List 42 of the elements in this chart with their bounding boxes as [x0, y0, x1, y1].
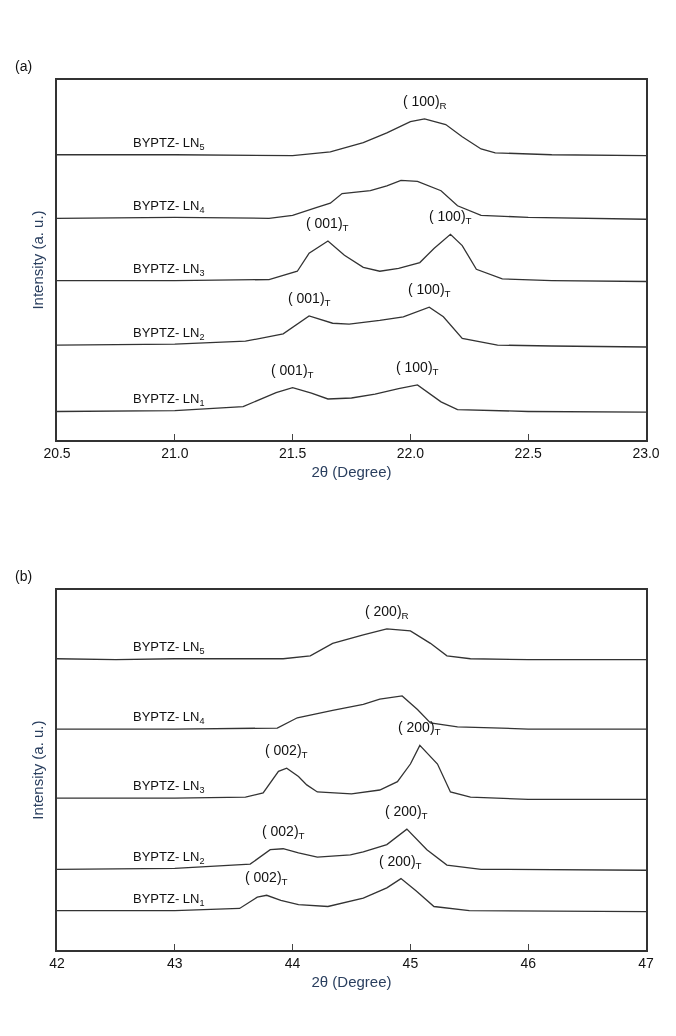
- series-label: BYPTZ- LN$_{2}$: [133, 849, 205, 866]
- x-tick-label: 21.5: [278, 445, 307, 462]
- annotation: ( 200)$_{T}$: [398, 719, 441, 737]
- x-tick-label: 23.0: [632, 445, 660, 462]
- x-tick-label: 45: [402, 955, 419, 972]
- series-label: BYPTZ- LN$_{3}$: [133, 778, 205, 795]
- x-tick-label: 46: [520, 955, 537, 972]
- series-label: BYPTZ- LN$_{1}$: [133, 891, 205, 908]
- x-axis-title: 2θ (Degree): [311, 462, 392, 480]
- text: (a): [15, 58, 33, 74]
- series-label: BYPTZ- LN$_{1}$: [133, 391, 205, 408]
- x-tick-label: 21.0: [161, 445, 189, 462]
- x-tick-label: 22.5: [514, 445, 543, 462]
- x-axis-title: 2θ (Degree): [311, 972, 392, 990]
- annotation: ( 100)$_{T}$: [396, 359, 439, 377]
- annotation: ( 002)$_{T}$: [265, 742, 308, 760]
- series-label: BYPTZ- LN$_{3}$: [133, 261, 205, 278]
- annotation: ( 100)$_{R}$: [403, 93, 447, 111]
- annotation: ( 001)$_{T}$: [306, 215, 349, 233]
- annotation: ( 001)$_{T}$: [271, 362, 314, 380]
- y-axis-title: Intensity (a. u.): [29, 210, 46, 310]
- series-label: BYPTZ- LN$_{4}$: [133, 709, 205, 726]
- x-tick-label: 22.0: [396, 445, 425, 462]
- annotation: ( 200)$_{T}$: [385, 803, 428, 821]
- annotation: ( 002)$_{T}$: [245, 869, 288, 887]
- annotation: ( 100)$_{T}$: [408, 281, 451, 299]
- text: (b): [15, 568, 33, 584]
- series-label: BYPTZ- LN$_{4}$: [133, 198, 205, 215]
- series-label: BYPTZ- LN$_{2}$: [133, 325, 205, 342]
- x-tick-label: 47: [638, 955, 654, 972]
- series-label: BYPTZ- LN$_{5}$: [133, 639, 205, 656]
- x-tick-label: 42: [49, 955, 65, 972]
- x-tick-label: 43: [167, 955, 183, 972]
- annotation: ( 200)$_{R}$: [365, 603, 409, 621]
- annotation: ( 100)$_{T}$: [429, 208, 472, 226]
- annotation: ( 002)$_{T}$: [262, 823, 305, 841]
- x-tick-label: 20.5: [43, 445, 71, 462]
- x-tick-label: 44: [284, 955, 301, 972]
- y-axis-title: Intensity (a. u.): [29, 720, 46, 820]
- series-label: BYPTZ- LN$_{5}$: [133, 135, 205, 152]
- annotation: ( 001)$_{T}$: [288, 290, 331, 308]
- annotation: ( 200)$_{T}$: [379, 853, 422, 871]
